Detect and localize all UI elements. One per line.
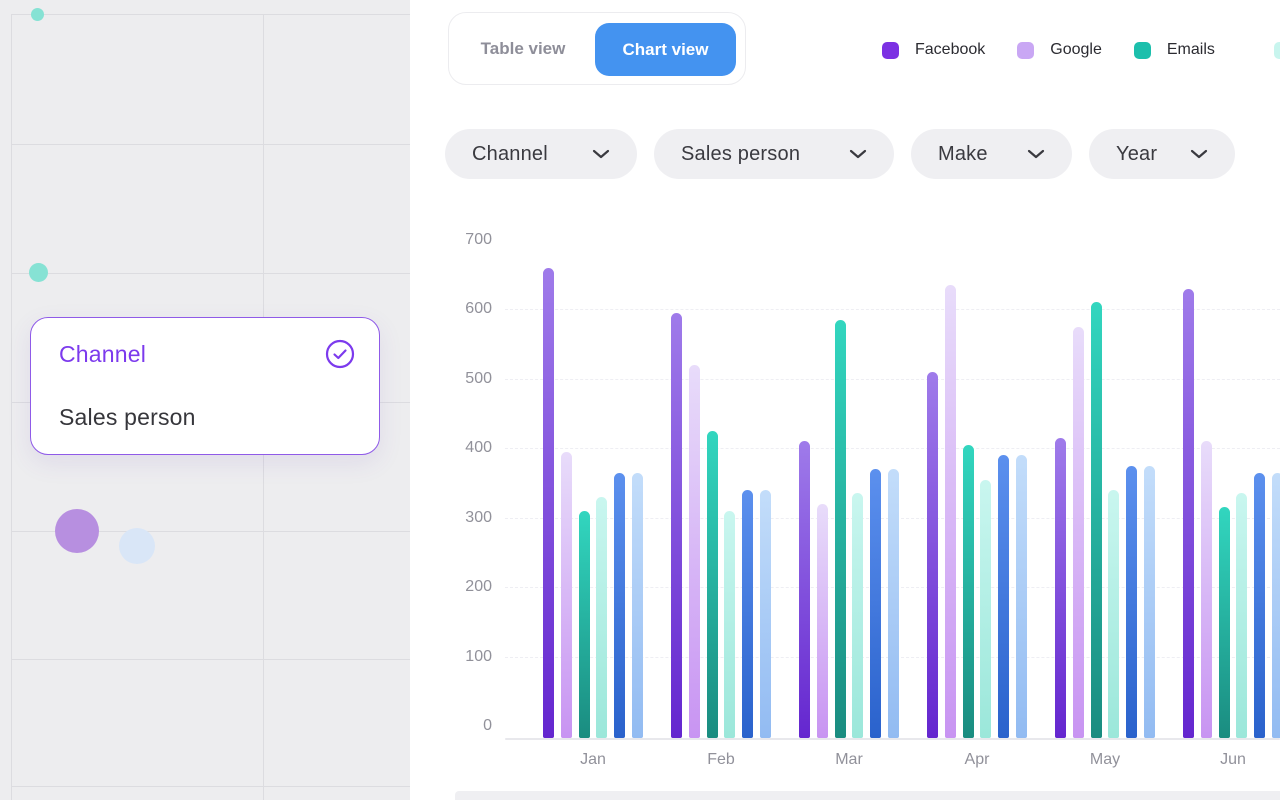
check-circle-icon — [325, 339, 355, 369]
grid-horizontal-line — [11, 273, 410, 274]
filter-chip-label: Year — [1116, 142, 1158, 165]
chart-view-button[interactable]: Chart view — [595, 23, 736, 76]
blue-dot-medium — [119, 528, 155, 564]
dropdown-option-label: Channel — [59, 340, 147, 367]
filter-chip-year[interactable]: Year — [1089, 129, 1235, 179]
chevron-down-icon — [1190, 149, 1208, 159]
legend-item-google: Google — [1017, 41, 1102, 59]
bottom-section-edge — [455, 791, 1280, 800]
filter-chip-label: Sales person — [681, 142, 801, 165]
filter-chip-channel[interactable]: Channel — [445, 129, 637, 179]
grid-horizontal-line — [11, 659, 410, 660]
legend-label: Facebook — [915, 41, 986, 58]
chevron-down-icon — [849, 149, 867, 159]
chevron-down-icon — [592, 149, 610, 159]
main-content-panel — [410, 0, 1280, 800]
filter-chip-label: Make — [938, 142, 988, 165]
filter-chip-sales-person[interactable]: Sales person — [654, 129, 894, 179]
purple-dot-large — [55, 509, 99, 553]
left-background-panel: Channel Sales person — [0, 0, 410, 800]
dropdown-menu: Channel Sales person — [30, 317, 380, 455]
grid-horizontal-line — [11, 786, 410, 787]
grid-horizontal-line — [11, 14, 410, 15]
teal-dot-medium — [29, 263, 48, 282]
filter-chip-make[interactable]: Make — [911, 129, 1072, 179]
dropdown-option-channel[interactable]: Channel — [59, 339, 355, 369]
legend-swatch — [882, 41, 899, 59]
filter-chip-row: Channel Sales person Make Year — [445, 129, 1235, 179]
legend-label: Google — [1050, 41, 1102, 58]
grid-vertical-line — [11, 14, 12, 800]
table-view-button[interactable]: Table view — [480, 38, 566, 58]
legend-label: Emails — [1166, 41, 1215, 58]
legend-item-emails: Emails — [1133, 41, 1215, 59]
legend-swatch — [1133, 41, 1151, 59]
grid-horizontal-line — [11, 144, 410, 145]
legend-item-facebook: Facebook — [882, 41, 985, 59]
legend-swatch-partial — [1274, 42, 1280, 59]
filter-chip-label: Channel — [472, 142, 548, 165]
dropdown-option-sales-person[interactable]: Sales person — [59, 404, 355, 431]
dropdown-option-label: Sales person — [59, 404, 196, 430]
teal-dot-small — [31, 8, 44, 21]
chart-legend: Facebook Google Emails — [882, 33, 1247, 67]
view-toggle: Table view Chart view — [448, 12, 746, 85]
grid-horizontal-line — [11, 531, 410, 532]
chevron-down-icon — [1027, 149, 1045, 159]
legend-swatch — [1017, 41, 1035, 59]
